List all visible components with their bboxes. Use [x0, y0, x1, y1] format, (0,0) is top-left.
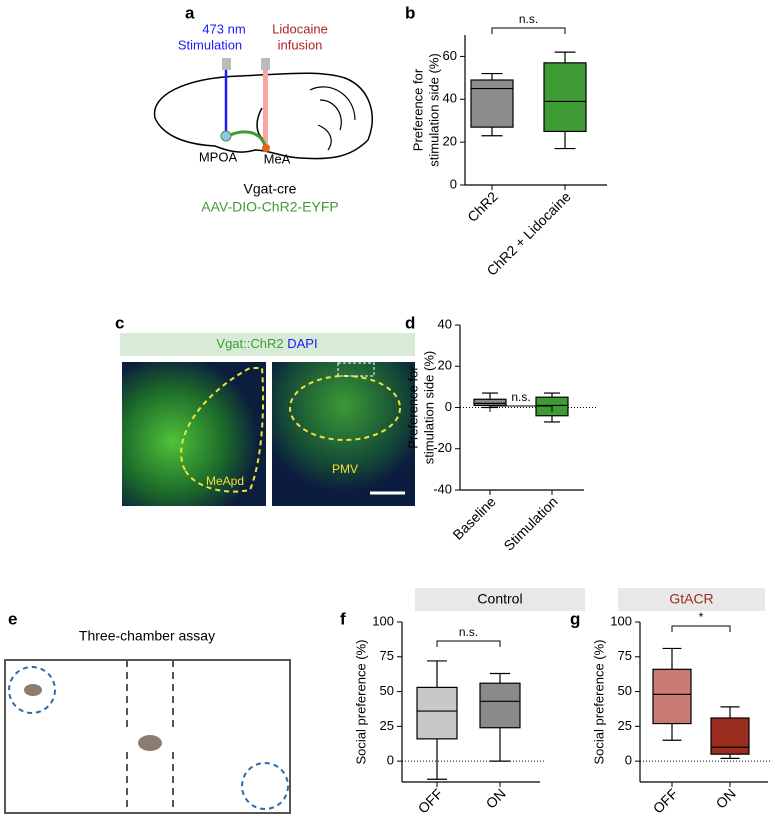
virus: AAV-DIO-ChR2-EYFP: [201, 199, 338, 215]
region-label: MeApd: [206, 474, 244, 488]
significance-bracket: [491, 27, 566, 34]
infusion-label: Lidocaine: [272, 21, 328, 36]
box: [652, 668, 692, 725]
significance-label: n.s.: [519, 12, 538, 26]
y-tick-label: 40: [438, 316, 452, 331]
title-box: [415, 588, 585, 611]
mpoa: [220, 130, 232, 142]
y-axis-label: Preference for: [410, 68, 425, 151]
box: [473, 398, 507, 407]
x-tick-label: Baseline: [449, 493, 498, 542]
divider: [126, 660, 174, 813]
panel-a: a 473 nm Stimulation Lidocaine infusion …: [153, 3, 373, 215]
y-tick-label: 20: [438, 358, 452, 373]
panel-label: e: [8, 609, 17, 628]
significance-label: n.s.: [459, 625, 478, 639]
cup: [241, 762, 289, 810]
y-tick-label: 50: [380, 683, 394, 698]
panel-label: g: [570, 609, 580, 628]
x-tick-label: OFF: [415, 785, 446, 816]
stim-label: Stimulation: [178, 37, 242, 52]
y-tick-label: 40: [443, 91, 457, 106]
micrograph: [122, 362, 266, 506]
significance-bracket: [671, 625, 731, 632]
x-tick-label: ON: [713, 785, 739, 811]
assay-title: Three-chamber assay: [79, 628, 215, 644]
infusion-label: infusion: [278, 37, 323, 52]
box: [479, 682, 521, 729]
significance-label: *: [699, 610, 704, 624]
infusion-cannula: [263, 70, 268, 150]
y-tick-label: -20: [433, 440, 452, 455]
chart-title: GtACR: [669, 591, 713, 607]
significance-bracket: [436, 640, 501, 647]
panel-e: e Three-chamber assay: [4, 609, 291, 814]
mea: [262, 144, 270, 152]
x-tick-label: Stimulation: [500, 493, 560, 553]
y-tick-label: 25: [380, 718, 394, 733]
x-tick-label: ON: [483, 785, 509, 811]
y-axis-label: Social preference (%): [591, 640, 606, 765]
y-tick-label: 75: [380, 648, 394, 663]
y-tick-label: 0: [387, 753, 394, 768]
header-text: Vgat::ChR2 DAPI: [216, 336, 317, 351]
header: [120, 333, 415, 356]
y-tick-label: 75: [618, 648, 632, 663]
y-axis-label: Social preference (%): [353, 640, 368, 765]
panel-label: a: [185, 3, 195, 22]
box: [470, 79, 514, 128]
x-tick-label: ChR2: [464, 188, 501, 225]
significance-bracket: [489, 405, 553, 412]
cup: [8, 666, 56, 714]
test-mouse: [138, 735, 162, 751]
fiber: [222, 58, 231, 70]
cannula: [261, 58, 270, 70]
box: [710, 717, 750, 755]
region-label: PMV: [332, 462, 358, 476]
y-axis-label: stimulation side (%): [421, 351, 436, 464]
y-tick-label: 25: [618, 718, 632, 733]
y-tick-label: 0: [625, 753, 632, 768]
region-label: MeA: [264, 151, 291, 166]
inset-box: [337, 362, 375, 377]
stranger-mouse: [24, 684, 42, 696]
y-axis-label: Preference for: [405, 366, 420, 449]
header-blue: DAPI: [287, 336, 317, 351]
mouse-line: Vgat-cre: [244, 181, 297, 197]
box: [543, 62, 587, 133]
x-tick-label: OFF: [650, 785, 681, 816]
title-box: [618, 588, 765, 611]
y-tick-label: 0: [450, 176, 457, 191]
y-tick-label: -40: [433, 481, 452, 496]
panel-label: c: [115, 313, 124, 332]
region-label: MPOA: [199, 149, 238, 164]
chart-title: Control: [477, 591, 522, 607]
header-green: Vgat::ChR2: [216, 336, 283, 351]
y-tick-label: 100: [610, 613, 632, 628]
panel-label: d: [405, 313, 415, 332]
panel-c: c Vgat::ChR2 DAPI MeApd PMV: [115, 313, 415, 506]
y-tick-label: 50: [618, 683, 632, 698]
y-tick-label: 100: [372, 613, 394, 628]
stim-label: 473 nm: [202, 21, 245, 36]
y-axis-label: stimulation side (%): [426, 53, 441, 166]
panel-label: f: [340, 609, 346, 628]
significance-label: n.s.: [511, 390, 530, 404]
y-tick-label: 0: [445, 399, 452, 414]
panel-label: b: [405, 3, 415, 22]
region-outline: [180, 367, 265, 493]
micrograph: [272, 362, 415, 506]
cerebellum: [309, 86, 356, 151]
box: [416, 686, 458, 740]
y-tick-label: 20: [443, 134, 457, 149]
y-tick-label: 60: [443, 48, 457, 63]
